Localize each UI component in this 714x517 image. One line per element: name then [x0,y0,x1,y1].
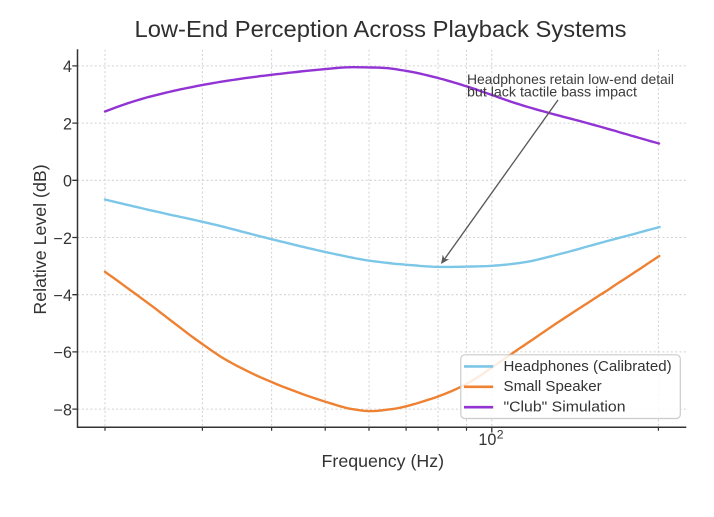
svg-text:but lack tactile bass impact: but lack tactile bass impact [467,84,637,100]
svg-text:−6: −6 [54,344,72,362]
svg-text:2: 2 [63,115,72,133]
svg-text:−8: −8 [54,401,72,419]
svg-text:−2: −2 [54,230,72,248]
svg-text:2: 2 [497,428,504,442]
svg-text:Small Speaker: Small Speaker [504,378,602,395]
svg-text:Relative Level (dB): Relative Level (dB) [30,164,50,314]
svg-text:−4: −4 [54,287,72,305]
svg-text:10: 10 [478,431,496,449]
svg-text:Frequency (Hz): Frequency (Hz) [322,451,445,471]
svg-text:4: 4 [63,58,72,76]
svg-text:"Club" Simulation: "Club" Simulation [504,399,626,416]
svg-text:Headphones retain low-end deta: Headphones retain low-end detail [467,71,674,87]
svg-text:Headphones (Calibrated): Headphones (Calibrated) [504,358,672,375]
svg-text:0: 0 [63,173,72,191]
svg-text:Low-End Perception Across Play: Low-End Perception Across Playback Syste… [135,16,627,42]
